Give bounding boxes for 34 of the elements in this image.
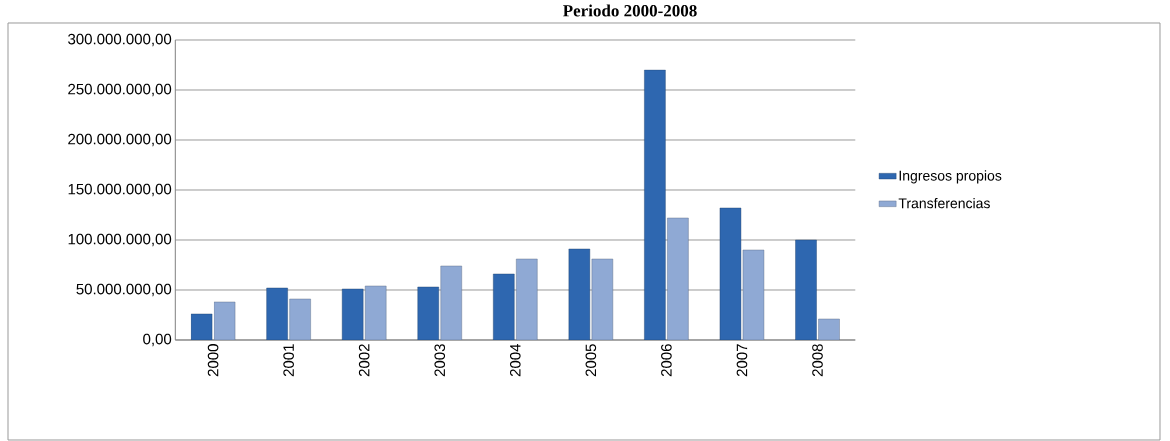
x-tick-label: 2001: [283, 344, 294, 377]
chart-title: Periodo 2000-2008: [563, 4, 697, 17]
y-tick-label: 150.000.000,00: [68, 183, 172, 197]
bar: [440, 265, 462, 340]
x-tick-label: 2006: [661, 344, 672, 377]
y-tick-label: 200.000.000,00: [68, 133, 172, 147]
bar: [591, 258, 614, 340]
x-tick-label: 2004: [509, 343, 521, 377]
bar: [493, 273, 515, 340]
legend-label: Transferencias: [898, 197, 990, 209]
bar: [719, 207, 742, 340]
bar: [364, 285, 387, 340]
bar: [644, 69, 666, 340]
bar: [266, 287, 288, 340]
bar: [568, 248, 591, 340]
bar: [190, 313, 213, 340]
bar: [341, 288, 364, 340]
x-tick-label: 2008: [812, 344, 823, 377]
x-tick-label: 2003: [434, 344, 446, 377]
y-tick-label: 50.000.000,00: [76, 283, 172, 297]
bar: [289, 298, 311, 340]
bar: [795, 239, 817, 340]
bar: [516, 258, 538, 340]
y-tick-label: 300.000.000,00: [68, 33, 172, 47]
x-tick-label: 2000: [207, 344, 219, 377]
y-tick-label: 250.000.000,00: [68, 83, 172, 97]
x-tick-label: 2007: [736, 344, 748, 377]
bar: [667, 217, 689, 340]
y-tick-label: 0,00: [143, 333, 172, 347]
legend-label: Ingresos propios: [899, 170, 1002, 184]
x-tick-label: 2005: [585, 344, 597, 377]
x-tick-label: 2002: [358, 344, 370, 377]
y-tick-label: 100.000.000,00: [68, 233, 172, 247]
bar: [417, 286, 439, 340]
